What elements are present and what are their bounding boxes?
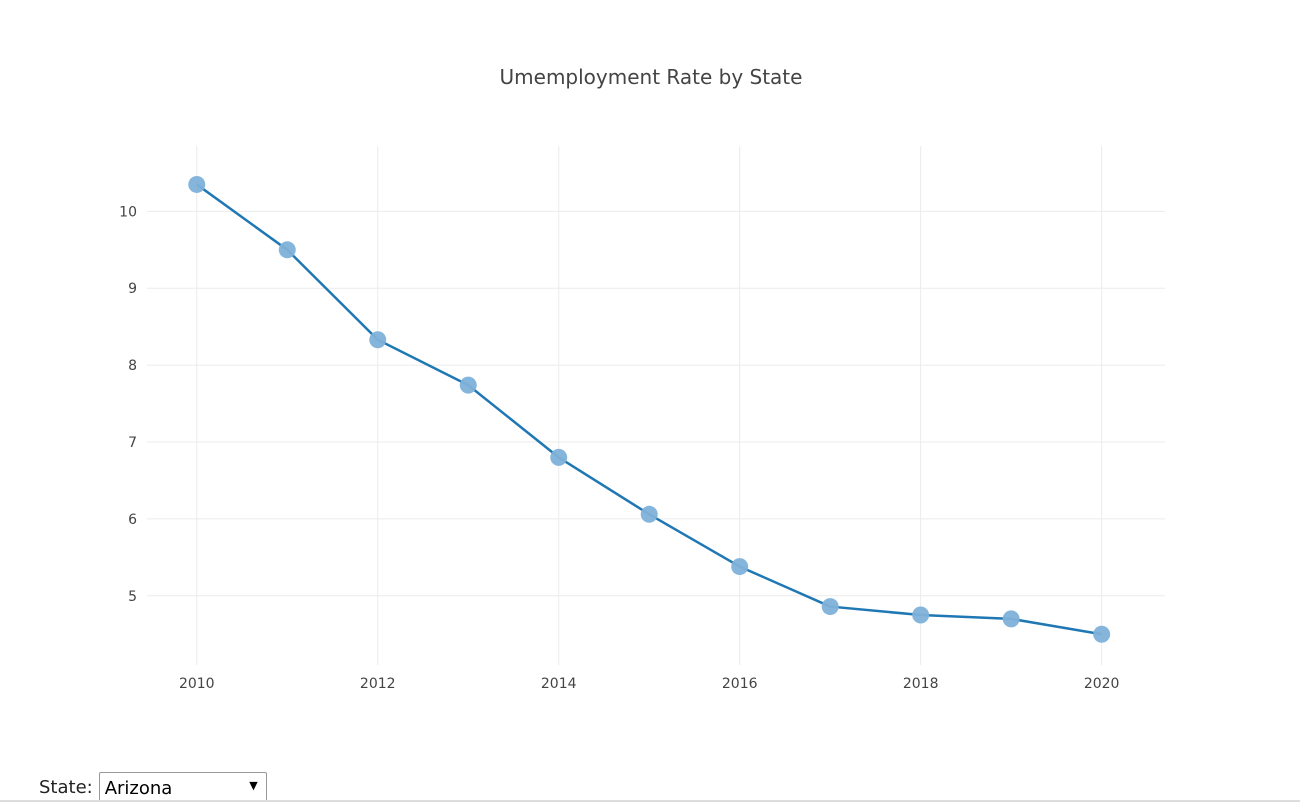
x-tick-label: 2016 bbox=[722, 676, 758, 692]
grid bbox=[147, 146, 1165, 665]
bottom-divider bbox=[0, 800, 1300, 802]
x-tick-label: 2012 bbox=[360, 676, 396, 692]
y-tick-label: 6 bbox=[128, 512, 137, 528]
data-point[interactable] bbox=[1093, 625, 1111, 643]
chart: Umemployment Rate by State 2010 2012 2014 2… bbox=[119, 65, 1165, 692]
chart-title: Umemployment Rate by State bbox=[500, 65, 803, 89]
y-tick-label: 7 bbox=[128, 435, 137, 451]
data-point[interactable] bbox=[640, 505, 658, 523]
data-point[interactable] bbox=[1002, 610, 1020, 628]
series-line bbox=[196, 183, 1102, 636]
x-tick-label: 2020 bbox=[1084, 676, 1120, 692]
series-layer bbox=[188, 175, 1111, 643]
data-point[interactable] bbox=[912, 606, 930, 624]
y-axis-ticks: 5 6 7 8 9 10 bbox=[119, 204, 137, 604]
data-point[interactable] bbox=[188, 175, 206, 193]
y-tick-label: 8 bbox=[128, 358, 137, 374]
data-point[interactable] bbox=[369, 331, 387, 349]
y-tick-label: 9 bbox=[128, 281, 137, 297]
data-point[interactable] bbox=[550, 448, 568, 466]
data-point[interactable] bbox=[731, 558, 749, 576]
state-dropdown-value: Arizona bbox=[104, 778, 173, 799]
chevron-down-icon: ▼ bbox=[249, 779, 258, 792]
x-tick-label: 2010 bbox=[179, 676, 215, 692]
data-point[interactable] bbox=[278, 241, 296, 259]
data-point[interactable] bbox=[821, 598, 839, 616]
state-control: State: Arizona ▼ bbox=[39, 772, 267, 802]
state-dropdown[interactable]: Arizona ▼ bbox=[98, 772, 267, 802]
x-axis-ticks: 2010 2012 2014 2016 2018 2020 bbox=[179, 676, 1120, 692]
y-tick-label: 10 bbox=[119, 204, 137, 220]
data-point[interactable] bbox=[459, 376, 477, 394]
y-tick-label: 5 bbox=[128, 589, 137, 605]
x-tick-label: 2018 bbox=[903, 676, 939, 692]
state-label: State: bbox=[39, 776, 93, 798]
x-tick-label: 2014 bbox=[541, 676, 577, 692]
